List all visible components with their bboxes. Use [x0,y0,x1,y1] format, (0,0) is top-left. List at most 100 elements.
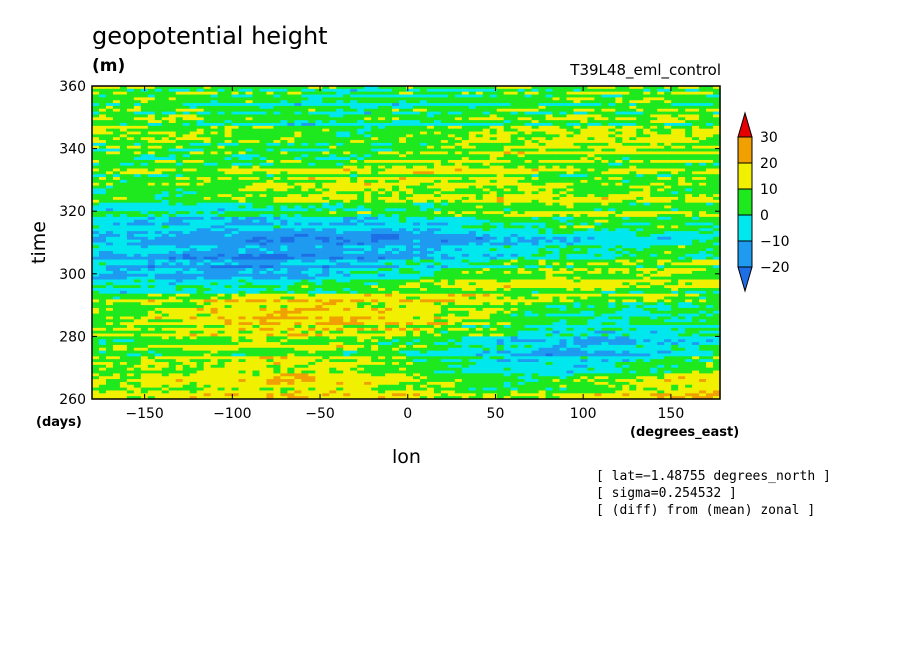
heatmap-cell [294,125,302,130]
heatmap-cell [315,111,323,116]
heatmap-cell [552,211,561,215]
heatmap-cell [496,171,505,175]
heatmap-cell [203,120,212,124]
heatmap-cell [406,168,414,172]
heatmap-cell [329,185,337,190]
heatmap-cell [580,111,589,116]
heatmap-cell [329,222,337,227]
heatmap-cell [587,188,595,192]
heatmap-cell [552,108,561,113]
heatmap-cell [217,216,226,221]
heatmap-cell [615,165,623,170]
heatmap-cell [482,117,491,121]
heatmap-cell [608,117,616,121]
heatmap-cell [245,208,254,212]
heatmap-cell [126,231,135,235]
heatmap-cell [643,108,651,113]
heatmap-cell [245,165,254,170]
heatmap-cell [412,94,421,98]
heatmap-cell [671,137,679,141]
heatmap-cell [503,100,512,104]
heatmap-cell [112,174,121,178]
heatmap-cell [685,91,693,96]
heatmap-cell [615,117,623,121]
heatmap-cell [447,214,456,218]
heatmap-cell [643,154,651,158]
heatmap-cell [475,88,484,93]
heatmap-cell [468,114,477,118]
heatmap-cell [406,151,414,155]
heatmap-cell [252,165,261,170]
heatmap-cell [454,196,463,201]
heatmap-cell [210,185,219,190]
heatmap-cell [538,108,547,113]
heatmap-cell [392,140,400,144]
heatmap-cell [692,122,700,127]
heatmap-cell [105,182,114,187]
heatmap-cell [503,171,512,175]
heatmap-cell [678,219,686,224]
heatmap-cell [531,137,540,141]
heatmap-cell [154,225,163,229]
heatmap-cell [580,233,589,238]
heatmap-cell [412,233,421,238]
heatmap-cell [608,100,616,104]
heatmap-cell [545,154,554,158]
heatmap-cell [105,103,114,107]
heatmap-cell [294,194,302,198]
heatmap-cell [350,120,358,124]
heatmap-cell [392,196,400,201]
heatmap-cell [587,120,595,124]
heatmap-cell [364,131,372,135]
heatmap-cell [713,233,721,238]
heatmap-cell [601,208,609,212]
heatmap-cell [489,171,498,175]
heatmap-cell [622,211,630,215]
heatmap-cell [629,128,637,133]
heatmap-cell [133,108,142,113]
heatmap-cell [252,148,261,153]
heatmap-cell [210,151,219,155]
heatmap-cell [175,117,184,121]
heatmap-cell [468,199,477,204]
heatmap-cell [559,236,568,241]
heatmap-cell [329,182,337,187]
heatmap-cell [601,196,609,201]
heatmap-cell [371,117,379,121]
heatmap-cell [671,239,679,244]
heatmap-cell [329,231,337,235]
heatmap-cell [531,103,540,107]
heatmap-cell [329,188,337,192]
heatmap-cell [294,162,302,167]
heatmap-cell [259,182,268,187]
heatmap-cell [461,103,470,107]
heatmap-cell [92,199,100,204]
heatmap-cell [92,191,100,195]
heatmap-cell [182,142,191,147]
heatmap-cell [657,120,665,124]
heatmap-cell [559,97,568,101]
heatmap-cell [329,165,337,170]
heatmap-cell [329,120,337,124]
heatmap-cell [412,196,421,201]
heatmap-cell [133,105,142,110]
heatmap-cell [664,140,672,144]
heatmap-cell [126,148,135,153]
heatmap-cell [566,194,575,198]
heatmap-cell [713,137,721,141]
heatmap-cell [524,231,533,235]
heatmap-cell [245,202,254,207]
heatmap-cell [440,216,449,221]
heatmap-cell [692,199,700,204]
heatmap-cell [357,114,365,118]
heatmap-cell [440,94,449,98]
heatmap-cell [615,114,623,118]
heatmap-cell [482,182,491,187]
heatmap-cell [566,199,575,204]
heatmap-cell [252,100,261,104]
heatmap-cell [538,114,547,118]
heatmap-cell [706,196,714,201]
heatmap-cell [678,142,686,147]
heatmap-cell [622,174,630,178]
heatmap-cell [245,88,254,93]
